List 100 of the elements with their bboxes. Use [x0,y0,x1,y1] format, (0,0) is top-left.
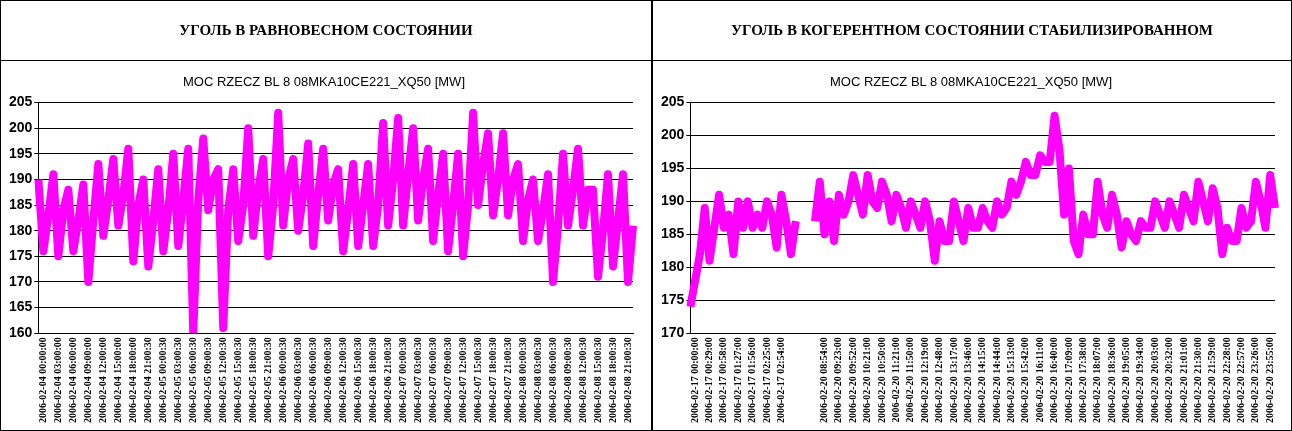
y-tick-label: 190 [661,192,685,209]
x-tick-label: 2006-02-20 21:59:00 [1206,337,1218,424]
x-tick-label: 2006-02-04 00:00:00 [36,337,48,424]
x-tick-label: 2006-02-06 00:00:30 [276,337,288,424]
x-tick-label: 2006-02-06 15:00:30 [351,337,363,424]
x-tick-label: 2006-02-20 16:40:00 [1048,337,1060,424]
x-tick-label: 2006-02-20 14:44:00 [990,337,1002,424]
x-tick-label: 2006-02-08 06:00:30 [546,337,558,424]
x-tick-label: 2006-02-07 12:00:30 [456,337,468,424]
x-tick-label: 2006-02-17 00:58:00 [717,337,729,424]
x-tick-label: 2006-02-20 11:21:00 [890,337,901,423]
x-tick-label: 2006-02-07 21:00:30 [501,337,513,424]
y-tick-label: 190 [9,170,33,187]
y-tick-label: 175 [9,247,33,264]
x-tick-label: 2006-02-06 18:00:30 [366,337,378,424]
x-tick-label: 2006-02-07 09:00:30 [441,337,453,424]
y-tick-label: 200 [661,126,685,143]
x-tick-label: 2006-02-05 12:00:30 [216,337,228,424]
x-tick-label: 2006-02-17 02:25:00 [760,337,772,424]
y-tick-label: 165 [9,298,33,315]
chart-title: УГОЛЬ В РАВНОВЕСНОМ СОСТОЯНИИ [1,1,651,61]
x-tick-label: 2006-02-08 15:00:30 [591,337,603,424]
x-tick-label: 2006-02-20 11:50:00 [904,337,916,423]
x-tick-label: 2006-02-06 06:00:30 [306,337,318,424]
y-tick-label: 195 [9,144,33,161]
x-tick-label: 2006-02-05 00:00:30 [156,337,168,424]
x-tick-label: 2006-02-07 18:00:30 [486,337,498,424]
x-tick-label: 2006-02-06 03:00:30 [291,337,303,424]
x-tick-label: 2006-02-06 21:00:30 [381,337,393,424]
x-tick-label: 2006-02-20 19:34:00 [1134,337,1146,424]
y-tick-label: 175 [661,291,685,308]
x-tick-label: 2006-02-17 00:29:00 [703,337,715,424]
x-tick-label: 2006-02-20 14:15:00 [976,337,988,424]
x-tick-label: 2006-02-20 13:17:00 [947,337,959,424]
x-tick-label: 2006-02-17 01:27:00 [731,337,743,424]
x-tick-label: 2006-02-06 12:00:30 [336,337,348,424]
x-tick-label: 2006-02-20 21:30:00 [1191,337,1203,424]
x-tick-label: 2006-02-20 09:52:00 [846,337,858,424]
x-tick-label: 2006-02-20 10:50:00 [875,337,887,424]
y-tick-label: 205 [9,93,33,110]
x-tick-label: 2006-02-04 03:00:00 [51,337,63,424]
x-tick-label: 2006-02-20 13:46:00 [961,337,973,424]
y-tick-label: 185 [9,195,33,212]
x-tick-label: 2006-02-05 06:00:30 [186,337,198,424]
x-tick-label: 2006-02-07 03:00:30 [411,337,423,424]
x-tick-label: 2006-02-20 15:13:00 [1005,337,1017,424]
x-tick-label: 2006-02-20 21:01:00 [1177,337,1189,424]
x-tick-label: 2006-02-17 02:54:00 [774,337,786,424]
x-tick-label: 2006-02-20 12:19:00 [918,337,930,424]
x-tick-label: 2006-02-05 09:00:30 [201,337,213,424]
x-tick-label: 2006-02-08 21:00:30 [621,337,633,424]
x-tick-label: 2006-02-05 21:00:30 [261,337,273,424]
x-tick-label: 2006-02-20 12:48:00 [933,337,945,424]
y-tick-label: 170 [661,324,685,341]
x-tick-label: 2006-02-04 21:00:30 [141,337,153,424]
x-tick-label: 2006-02-20 18:36:00 [1105,337,1117,424]
x-tick-label: 2006-02-04 09:00:00 [81,337,93,424]
y-tick-label: 180 [9,221,33,238]
x-tick-label: 2006-02-20 17:09:00 [1062,337,1074,424]
x-tick-label: 2006-02-08 09:00:30 [561,337,573,424]
x-tick-label: 2006-02-20 09:23:00 [832,337,844,424]
x-tick-label: 2006-02-20 08:54:00 [818,337,830,424]
x-tick-label: 2006-02-20 20:32:00 [1163,337,1175,424]
chart-title: УГОЛЬ В КОГЕРЕНТНОМ СОСТОЯНИИ СТАБИЛИЗИРОВАННОМ [653,1,1291,61]
x-tick-label: 2006-02-06 09:00:30 [321,337,333,424]
x-tick-label: 2006-02-05 03:00:30 [171,337,183,424]
x-tick-label: 2006-02-04 06:00:00 [66,337,78,424]
x-tick-label: 2006-02-20 22:28:00 [1220,337,1232,424]
y-tick-label: 200 [9,119,33,136]
y-tick-label: 160 [9,324,33,341]
x-tick-label: 2006-02-20 19:05:00 [1120,337,1132,424]
x-tick-label: 2006-02-07 06:00:30 [426,337,438,424]
x-tick-label: 2006-02-05 15:00:30 [231,337,243,424]
x-tick-label: 2006-02-08 12:00:30 [576,337,588,424]
x-tick-label: 2006-02-07 15:00:30 [471,337,483,424]
x-tick-label: 2006-02-07 00:00:30 [396,337,408,424]
x-tick-label: 2006-02-17 01:56:00 [746,337,758,424]
chart-subtitle: MOC RZECZ BL 8 08MKA10CE221_XQ50 [MW] [829,74,1113,90]
x-tick-label: 2006-02-20 18:07:00 [1091,337,1103,424]
x-tick-label: 2006-02-20 16:11:00 [1033,337,1045,423]
x-tick-label: 2006-02-08 03:00:30 [531,337,543,424]
x-tick-label: 2006-02-08 18:00:30 [606,337,618,424]
x-tick-label: 2006-02-08 00:00:30 [516,337,528,424]
x-tick-label: 2006-02-04 15:00:00 [111,337,123,424]
x-tick-label: 2006-02-20 17:38:00 [1076,337,1088,424]
y-tick-label: 170 [9,272,33,289]
y-tick-label: 180 [661,258,685,275]
x-tick-label: 2006-02-20 23:26:00 [1249,337,1261,424]
y-tick-label: 185 [661,225,685,242]
x-tick-label: 2006-02-20 23:55:00 [1263,337,1275,424]
x-tick-label: 2006-02-20 22:57:00 [1235,337,1247,424]
y-tick-label: 195 [661,159,685,176]
x-tick-label: 2006-02-20 10:21:00 [861,337,873,424]
chart-subtitle: MOC RZECZ BL 8 08MKA10CE221_XQ50 [MW] [182,74,466,90]
x-tick-label: 2006-02-20 15:42:00 [1019,337,1031,424]
x-tick-label: 2006-02-20 20:03:00 [1148,337,1160,424]
x-tick-label: 2006-02-04 18:00:00 [126,337,138,424]
x-tick-label: 2006-02-04 12:00:00 [96,337,108,424]
x-tick-label: 2006-02-05 18:00:30 [246,337,258,424]
x-tick-label: 2006-02-17 00:00:00 [688,337,700,424]
